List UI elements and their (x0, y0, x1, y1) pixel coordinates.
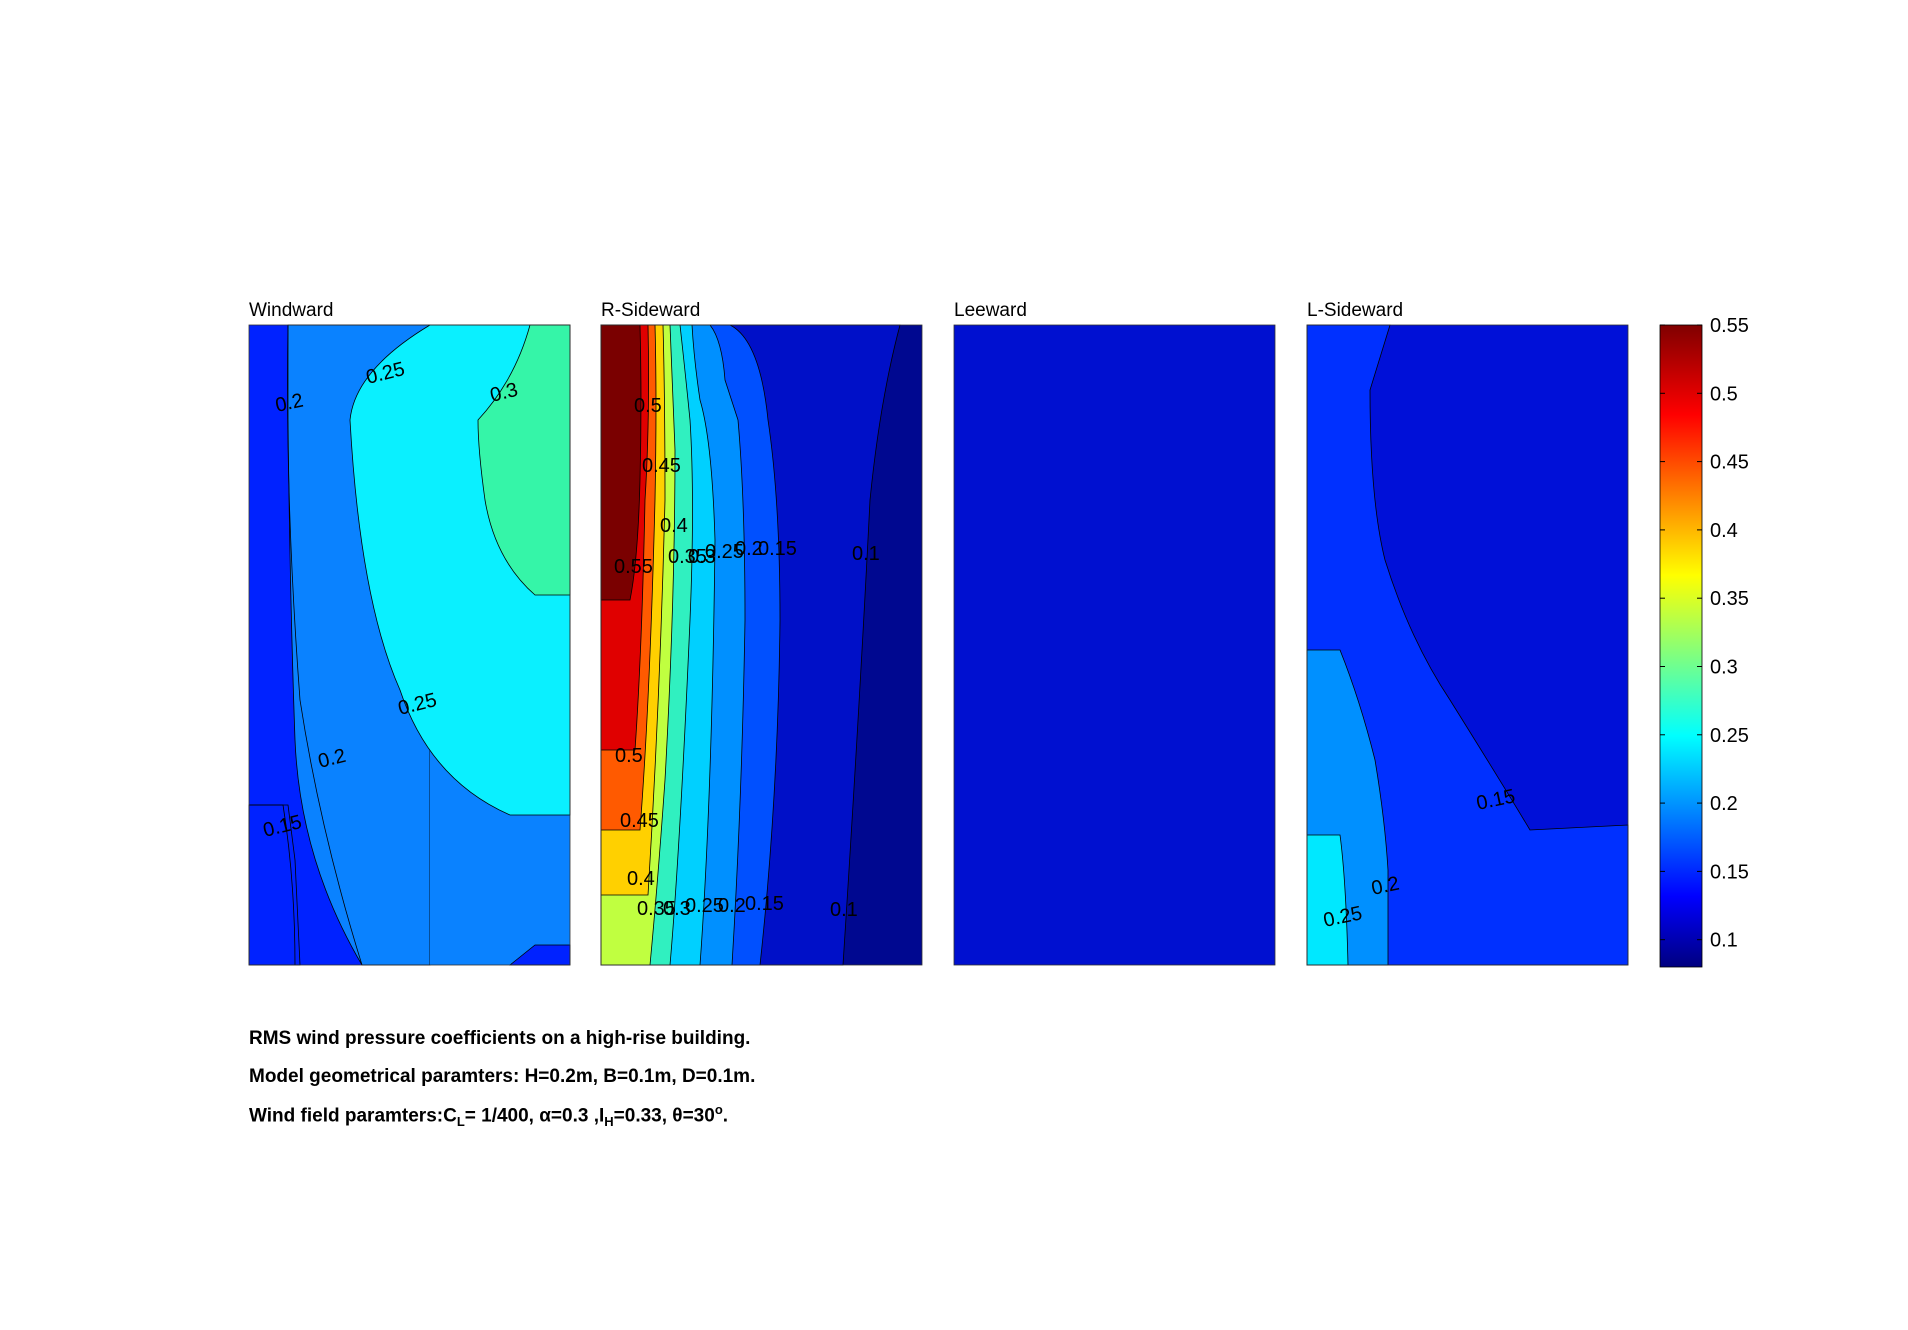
contour-label: 0.4 (660, 515, 688, 537)
contour-label: 0.1 (830, 899, 858, 921)
contour-label: 0.55 (614, 556, 653, 578)
contour-label: 0.2 (718, 895, 746, 917)
contour-label: 0.15 (758, 538, 797, 560)
colorbar-tick-label: 0.25 (1710, 725, 1749, 747)
windward-region-030 (477, 324, 571, 596)
contour-label: 0.15 (745, 893, 784, 915)
lside-region-025 (1306, 834, 1349, 966)
caption-line-3: Wind field paramters:CL= 1/400, α=0.3 ,I… (249, 1102, 728, 1129)
colorbar-tick-label: 0.45 (1710, 452, 1749, 474)
caption-line-2: Model geometrical paramters: H=0.2m, B=0… (249, 1066, 756, 1087)
panel-windward: Windward 0.2 0.25 0.3 0.25 0.2 0.15 (248, 300, 571, 966)
caption-line-3-sub-l: L (456, 1114, 465, 1130)
contour-label: 0.5 (615, 745, 643, 767)
contour-label: 0.35 (637, 898, 676, 920)
panel-l-sideward: L-Sideward 0.15 0.2 0.25 (1306, 300, 1629, 966)
lside-frame (1306, 324, 1629, 966)
caption-line-3-mid2: =0.33, θ=30 (613, 1105, 715, 1127)
panel-title-r-sideward: R-Sideward (601, 300, 700, 321)
contour-label: 0.25 (685, 895, 724, 917)
caption-line-3-sup: o (714, 1102, 723, 1117)
contour-label: 0.45 (642, 455, 681, 477)
panel-title-l-sideward: L-Sideward (1307, 300, 1403, 321)
windward-frame (248, 324, 571, 966)
colorbar-tick-label: 0.15 (1710, 861, 1749, 883)
colorbar-tick-label: 0.1 (1710, 930, 1738, 952)
leeward-region (954, 325, 1275, 965)
caption-line-1: RMS wind pressure coefficients on a high… (249, 1028, 751, 1049)
caption-line-3-sub-h: H (604, 1114, 614, 1130)
caption-line-3-prefix: Wind field paramters:C (249, 1105, 457, 1127)
windward-line-020 (287, 324, 363, 966)
colorbar-tick-label: 0.35 (1710, 588, 1749, 610)
rside-labels: 0.5 0.45 0.4 0.55 0.35 0.3 0.25 0.2 0.15… (614, 395, 880, 921)
colorbar-tick-label: 0.4 (1710, 520, 1738, 542)
panel-r-sideward: R-Sideward 0.5 0.45 0.4 0.55 0.35 0.3 0.… (600, 300, 923, 966)
contour-label: 0.1 (852, 543, 880, 565)
contour-label: 0.35 (668, 546, 707, 568)
contour-label: 0.45 (620, 810, 659, 832)
caption-line-3-mid: = 1/400, α=0.3 ,I (464, 1105, 605, 1127)
colorbar: 0.55 0.5 0.45 0.4 0.35 0.3 0.25 0.2 0.15 0.1 (1659, 315, 1749, 968)
lside-region-015 (1306, 324, 1629, 966)
windward-line-015 (249, 804, 296, 966)
rside-region-peak (600, 324, 642, 601)
panel-leeward: Leeward (953, 300, 1276, 966)
contour-label: 0.4 (627, 868, 655, 890)
caption-line-3-end: . (722, 1105, 729, 1127)
colorbar-gradient (1659, 324, 1703, 968)
contour-label: 0.25 (705, 541, 744, 563)
panel-title-leeward: Leeward (954, 300, 1027, 321)
panel-title-windward: Windward (249, 300, 333, 321)
leeward-frame (953, 324, 1276, 966)
colorbar-ticks: 0.55 0.5 0.45 0.4 0.35 0.3 0.25 0.2 0.15 0.1 (1660, 315, 1749, 952)
contour-label: 0.3 (688, 546, 716, 568)
colorbar-tick-label: 0.2 (1710, 793, 1738, 815)
contour-label: 0.2 (735, 538, 763, 560)
contour-label: 0.3 (663, 898, 691, 920)
colorbar-tick-label: 0.3 (1710, 656, 1738, 678)
contour-label: 0.5 (634, 395, 662, 417)
colorbar-tick-label: 0.55 (1710, 315, 1749, 337)
rside-frame (600, 324, 923, 966)
colorbar-tick-label: 0.5 (1710, 383, 1738, 405)
